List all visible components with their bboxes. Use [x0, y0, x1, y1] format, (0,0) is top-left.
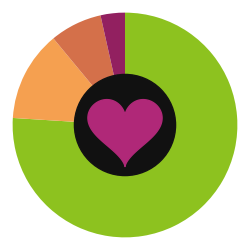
Wedge shape — [13, 13, 237, 237]
Circle shape — [74, 74, 176, 176]
Polygon shape — [88, 100, 162, 167]
Wedge shape — [100, 13, 125, 76]
Wedge shape — [53, 15, 114, 86]
Wedge shape — [13, 38, 93, 122]
